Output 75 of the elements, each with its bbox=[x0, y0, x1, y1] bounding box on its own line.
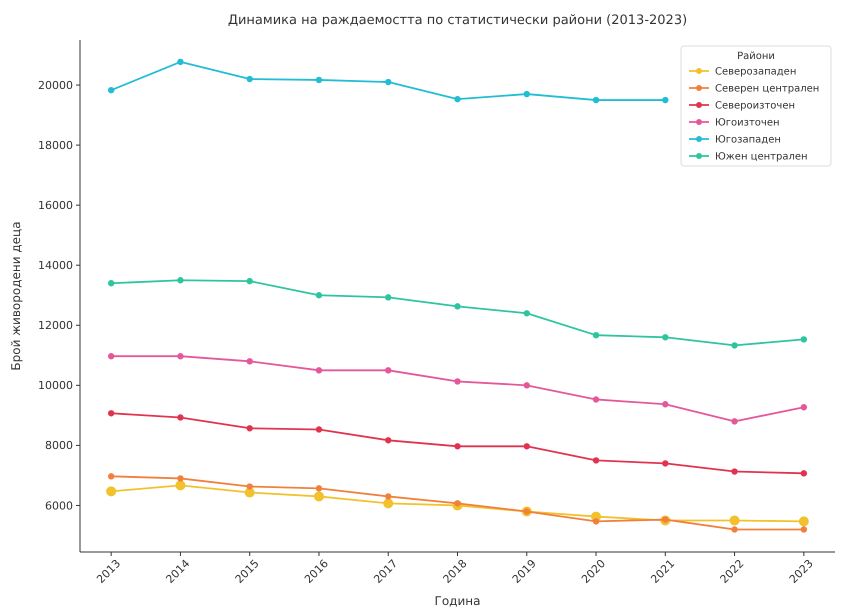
point bbox=[175, 480, 186, 490]
point bbox=[524, 90, 530, 98]
point bbox=[798, 516, 809, 526]
point bbox=[454, 96, 461, 102]
point bbox=[177, 475, 184, 482]
point bbox=[800, 526, 808, 533]
point bbox=[730, 515, 740, 526]
point bbox=[385, 493, 392, 500]
point bbox=[524, 382, 530, 389]
point bbox=[108, 473, 114, 480]
point bbox=[731, 418, 738, 425]
point bbox=[524, 310, 530, 316]
legend-label: Северен централен bbox=[715, 84, 820, 94]
point bbox=[592, 96, 600, 104]
y-tick-label: 20000 bbox=[38, 78, 73, 92]
point bbox=[454, 500, 461, 507]
point bbox=[246, 425, 253, 432]
point bbox=[177, 353, 184, 360]
point bbox=[108, 86, 114, 94]
y-tick-label: 14000 bbox=[38, 259, 73, 272]
y-tick-label: 10000 bbox=[38, 379, 73, 392]
point bbox=[314, 491, 324, 502]
point bbox=[316, 292, 322, 298]
point bbox=[800, 404, 808, 410]
point bbox=[662, 460, 668, 467]
chart-title: Динамика на раждаемостта по статистически райони (2013-2023) bbox=[228, 13, 688, 28]
point bbox=[385, 294, 392, 301]
point bbox=[383, 498, 394, 508]
point bbox=[246, 76, 253, 82]
point bbox=[454, 303, 461, 310]
legend-label: Южен централен bbox=[715, 152, 808, 162]
x-axis-title: Година bbox=[434, 594, 480, 608]
point bbox=[108, 353, 114, 360]
y-tick-label: 8000 bbox=[45, 439, 73, 452]
point bbox=[108, 410, 114, 416]
point bbox=[108, 280, 114, 286]
y-tick-label: 6000 bbox=[45, 499, 73, 512]
legend-label: Североизточен bbox=[715, 100, 796, 112]
point bbox=[106, 486, 116, 496]
legend-title: Райони bbox=[737, 51, 775, 62]
point bbox=[454, 443, 461, 450]
point bbox=[177, 277, 184, 284]
point bbox=[385, 78, 392, 86]
point bbox=[662, 96, 668, 104]
point bbox=[177, 58, 184, 66]
point bbox=[662, 401, 668, 408]
point bbox=[731, 342, 738, 349]
point bbox=[316, 367, 322, 374]
point bbox=[385, 367, 392, 374]
point bbox=[385, 437, 392, 444]
point bbox=[177, 414, 184, 421]
y-tick-label: 12000 bbox=[38, 319, 73, 332]
point bbox=[524, 443, 530, 450]
point bbox=[800, 336, 808, 343]
point bbox=[662, 334, 668, 340]
point bbox=[592, 332, 600, 338]
legend-label: Югозападен bbox=[715, 134, 781, 146]
point bbox=[592, 518, 600, 525]
point bbox=[246, 278, 253, 284]
point bbox=[800, 470, 808, 477]
y-tick-label: 16000 bbox=[38, 199, 73, 212]
point bbox=[454, 378, 461, 385]
point bbox=[316, 426, 322, 433]
point bbox=[246, 358, 253, 365]
point bbox=[592, 457, 600, 464]
point bbox=[731, 468, 738, 475]
y-tick-label: 18000 bbox=[38, 138, 73, 152]
point bbox=[246, 483, 253, 490]
point bbox=[316, 76, 322, 84]
point bbox=[316, 485, 322, 492]
y-axis-title: Брой живородени деца bbox=[9, 221, 23, 371]
legend-label: Северозападен bbox=[715, 66, 796, 78]
point bbox=[592, 396, 600, 403]
point bbox=[731, 526, 738, 533]
legend-label: Югоизточен bbox=[715, 118, 780, 128]
